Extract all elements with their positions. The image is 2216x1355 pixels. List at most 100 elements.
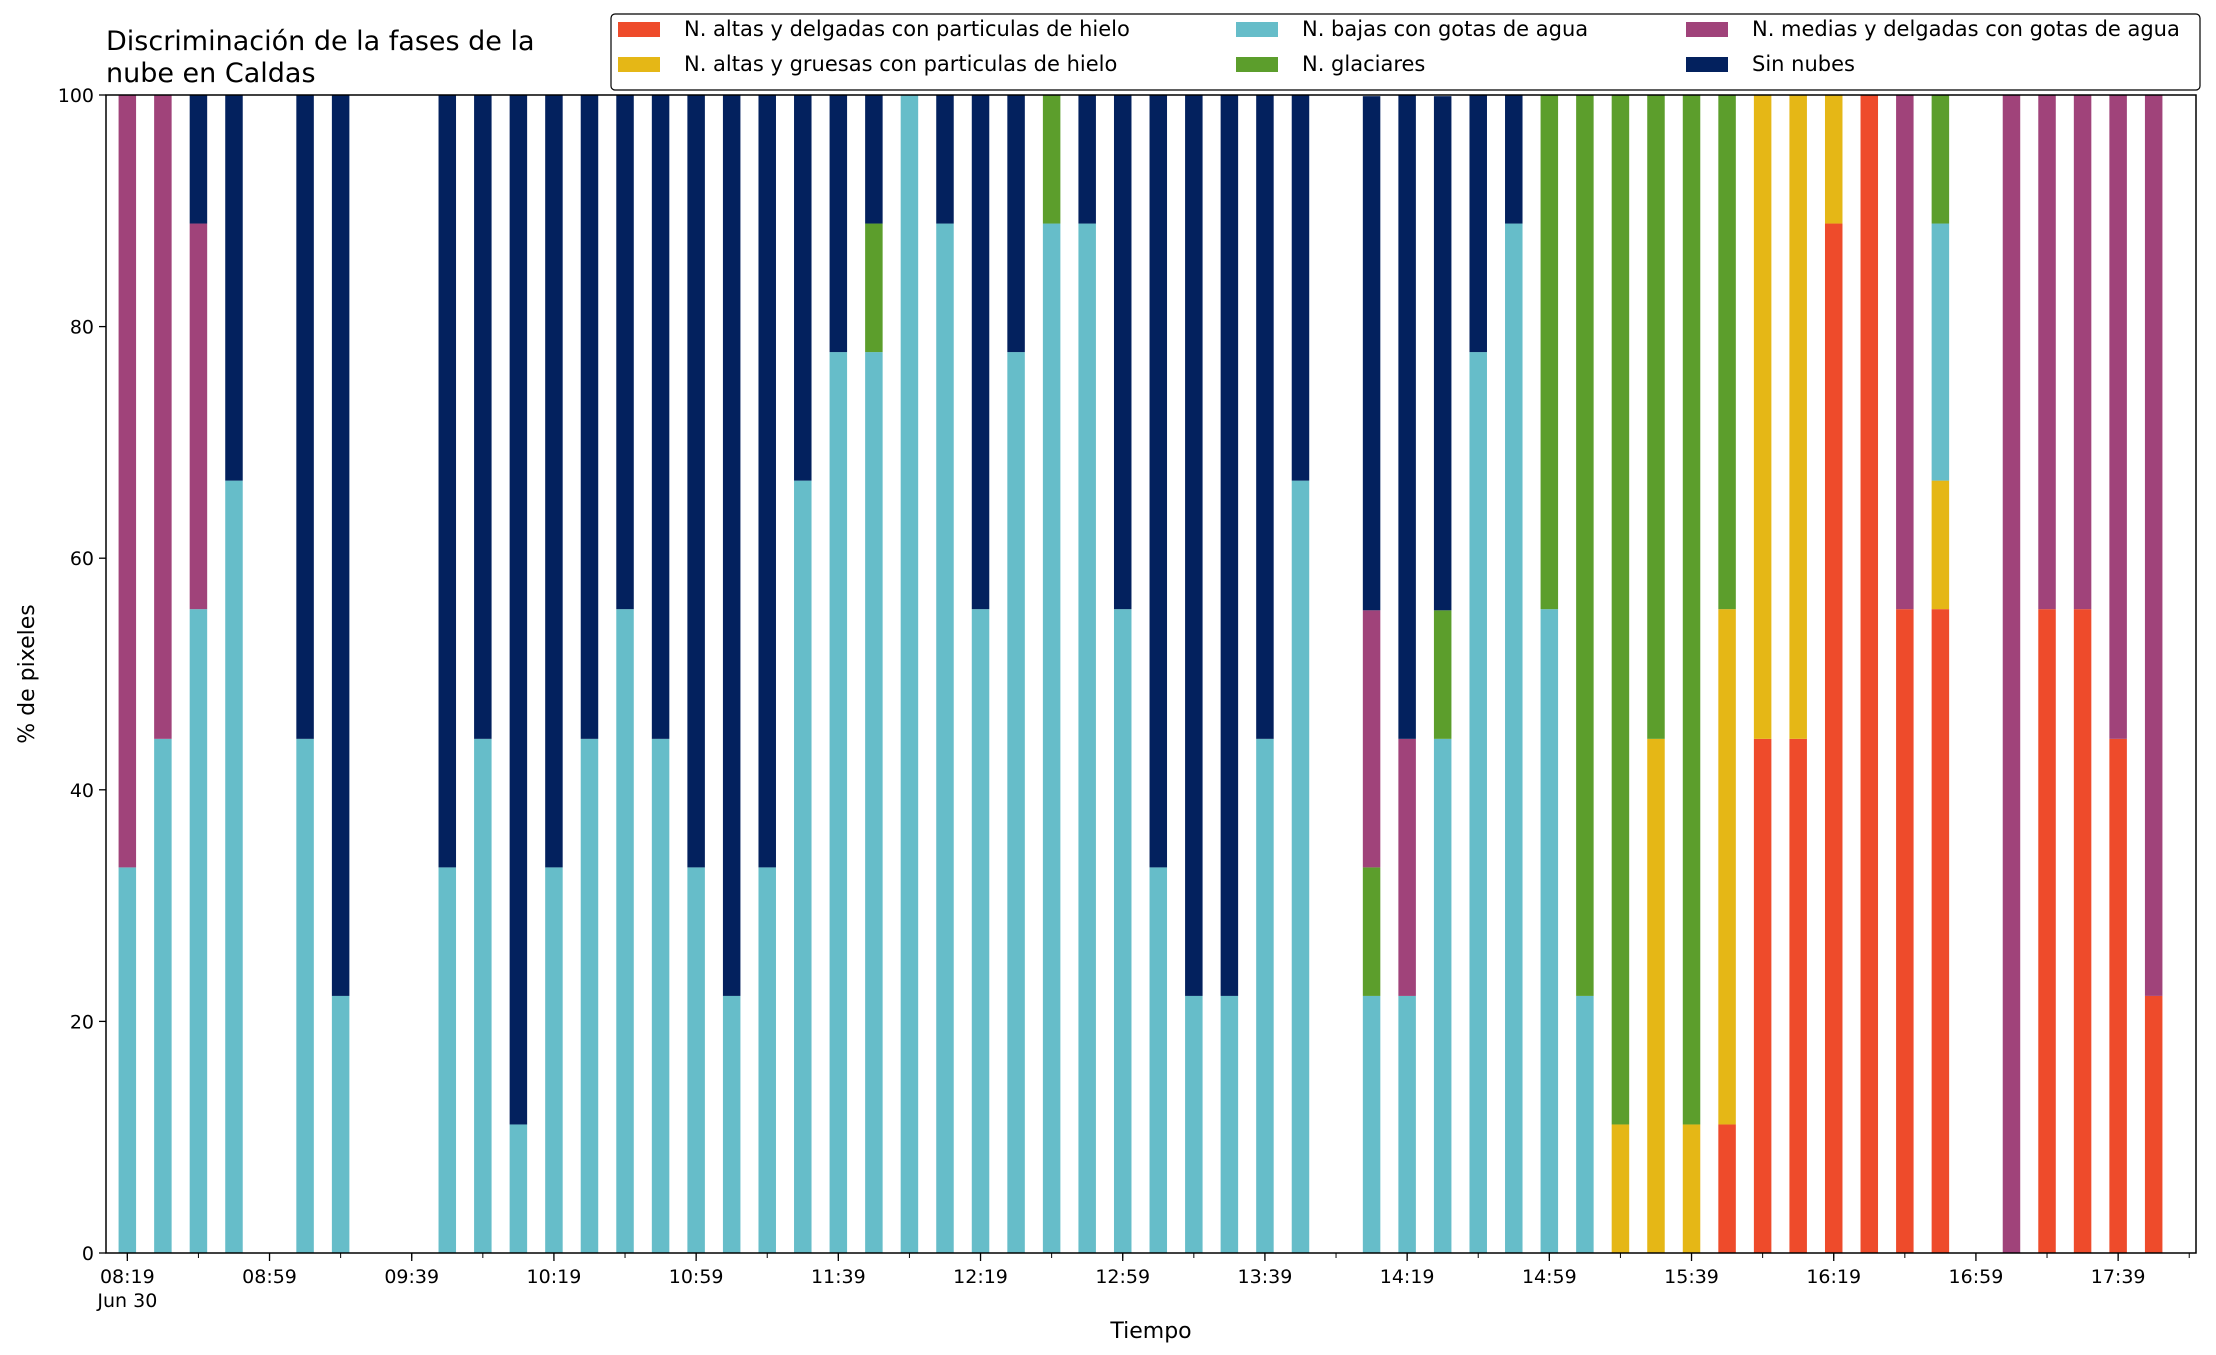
bar-segment [2144, 995, 2163, 1253]
y-tick-label: 80 [70, 317, 94, 339]
bar-segment [1185, 95, 1203, 996]
bar-segment [1398, 995, 1416, 1253]
bar-segment [1753, 738, 1772, 1253]
bar-segment [296, 738, 314, 1253]
bar-segment [1291, 480, 1310, 1253]
x-tick-label: 14:59 [1522, 1266, 1577, 1288]
x-tick-label: 15:39 [1664, 1266, 1719, 1288]
bar-segment [580, 95, 599, 739]
chart-title-line: nube en Caldas [106, 58, 316, 89]
bar-segment [616, 609, 634, 1253]
bar-segment [331, 995, 350, 1253]
bar-segment [2144, 95, 2163, 996]
x-axis-label: Tiempo [1109, 1319, 1191, 1344]
x-tick-label: 10:19 [527, 1266, 582, 1288]
bar-segment [829, 95, 848, 353]
bar-segment [1682, 1124, 1701, 1253]
bar-segment [296, 95, 314, 739]
legend-box [610, 13, 2201, 91]
y-tick-label: 100 [58, 85, 94, 107]
bar-segment [1256, 95, 1274, 739]
bar-segment [1362, 867, 1381, 996]
bar-segment [545, 95, 563, 868]
bar-segment [1113, 609, 1132, 1253]
plot-frame [105, 94, 2197, 1254]
x-tick-label: 08:19 [100, 1266, 155, 1288]
bar-segment [1398, 738, 1416, 996]
bar-segment [1149, 95, 1168, 868]
bar-segment [936, 95, 954, 224]
bar-segment [1718, 1124, 1736, 1253]
bar-segment [1007, 95, 1025, 353]
bar-segment [1433, 738, 1452, 1253]
bar-segment [1647, 738, 1665, 1253]
bars-layer [118, 95, 2163, 1254]
bar-segment [1540, 609, 1559, 1253]
y-axis: 0 20 40 60 80 100 [58, 85, 106, 1265]
bar-segment [722, 95, 741, 996]
bar-segment [154, 738, 172, 1253]
bar-segment [1682, 95, 1701, 1125]
bar-segment [189, 609, 208, 1253]
y-tick-label: 20 [70, 1011, 94, 1033]
x-tick-label: 14:19 [1380, 1266, 1435, 1288]
bar-segment [971, 609, 990, 1253]
bar-segment [1824, 95, 1843, 224]
bar-segment [1931, 223, 1950, 481]
legend-entry: Sin nubes [1686, 52, 1855, 76]
bar-segment [1576, 95, 1594, 996]
bar-segment [1469, 95, 1487, 353]
bar-segment [1220, 95, 1239, 996]
bar-segment [936, 223, 954, 1253]
bar-segment [687, 867, 705, 1253]
bar-segment [1611, 95, 1630, 1125]
bar-segment [1505, 95, 1523, 224]
bar-segment [758, 95, 776, 868]
bar-segment [438, 867, 457, 1253]
bar-segment [1398, 95, 1416, 739]
x-tick-label: 11:39 [811, 1266, 866, 1288]
x-tick-label: 12:59 [1095, 1266, 1150, 1288]
bar-segment [2002, 95, 2021, 1253]
bar-segment [189, 95, 208, 224]
bar-segment [1931, 609, 1950, 1253]
bar-segment [1149, 867, 1168, 1253]
bar-segment [794, 480, 812, 1253]
legend-label: N. bajas con gotas de agua [1302, 17, 1588, 41]
bar-segment [331, 95, 350, 996]
bar-segment [865, 352, 883, 1254]
bar-segment [2073, 95, 2092, 610]
bar-segment [1540, 95, 1559, 610]
legend-swatch [1236, 57, 1278, 72]
legend-swatch [1236, 22, 1278, 37]
bar-segment [1789, 738, 1807, 1253]
legend-entry: N. glaciares [1236, 52, 1425, 76]
legend-label: N. glaciares [1302, 52, 1425, 76]
bar-segment [189, 223, 208, 610]
bar-segment [1718, 95, 1736, 610]
bar-segment [1433, 610, 1452, 739]
bar-segment [1042, 95, 1061, 224]
legend-entry: N. bajas con gotas de agua [1236, 17, 1588, 41]
bar-segment [2038, 95, 2056, 610]
bar-segment [900, 95, 919, 1253]
bar-segment [687, 95, 705, 868]
bar-segment [829, 352, 848, 1254]
bar-segment [1291, 95, 1310, 481]
bar-segment [1611, 1124, 1630, 1253]
bar-segment [118, 95, 137, 868]
bar-segment [474, 95, 492, 739]
y-tick-label: 60 [70, 548, 94, 570]
bar-segment [1433, 96, 1452, 611]
legend-swatch [618, 57, 660, 72]
bar-segment [1576, 995, 1594, 1253]
x-tick-label: 09:39 [384, 1266, 439, 1288]
bar-segment [1078, 223, 1096, 1253]
bar-segment [2073, 609, 2092, 1253]
bar-segment [1647, 95, 1665, 739]
legend-entry: N. altas y gruesas con particulas de hie… [618, 52, 1117, 76]
bar-segment [1078, 95, 1096, 224]
x-tick-sublabel: Jun 30 [96, 1290, 157, 1312]
bar-segment [1753, 95, 1772, 739]
